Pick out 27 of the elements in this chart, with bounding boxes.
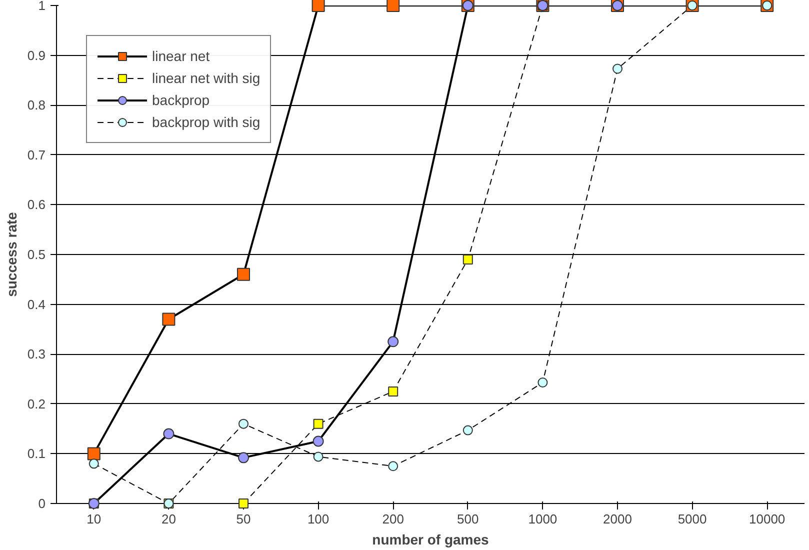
x-tick-label: 200 (382, 512, 404, 526)
y-tick-label: 1 (38, 0, 46, 13)
y-tick-label: 0.6 (27, 197, 46, 212)
x-tick-label: 10000 (749, 512, 786, 526)
y-tick-label: 0.8 (27, 98, 46, 113)
x-tick-label: 100 (307, 512, 330, 526)
legend-label: linear net (152, 48, 210, 64)
x-tick-label: 20 (161, 512, 176, 526)
x-tick-label: 5000 (678, 512, 707, 526)
x-axis-title: number of games (372, 532, 490, 548)
y-tick-label: 0.2 (27, 396, 46, 412)
x-tick-label: 2000 (603, 512, 632, 526)
y-tick-label: 0.3 (27, 346, 46, 362)
y-tick-label: 0.7 (27, 147, 46, 162)
x-tick-label: 500 (457, 512, 479, 526)
y-tick-label: 0.1 (27, 446, 46, 462)
legend-label: backprop (152, 92, 210, 108)
legend-label: linear net with sig (152, 70, 260, 86)
y-tick-label: 0 (38, 496, 46, 511)
x-tick-label: 50 (236, 512, 251, 526)
y-tick-label: 0.9 (27, 48, 46, 63)
y-tick-label: 0.5 (27, 247, 46, 262)
x-tick-label: 1000 (528, 512, 558, 526)
x-tick-label: 10 (86, 512, 102, 526)
y-tick-label: 0.4 (27, 296, 46, 312)
legend-label: backprop with sig (152, 114, 260, 130)
y-axis-title: success rate (3, 212, 20, 297)
